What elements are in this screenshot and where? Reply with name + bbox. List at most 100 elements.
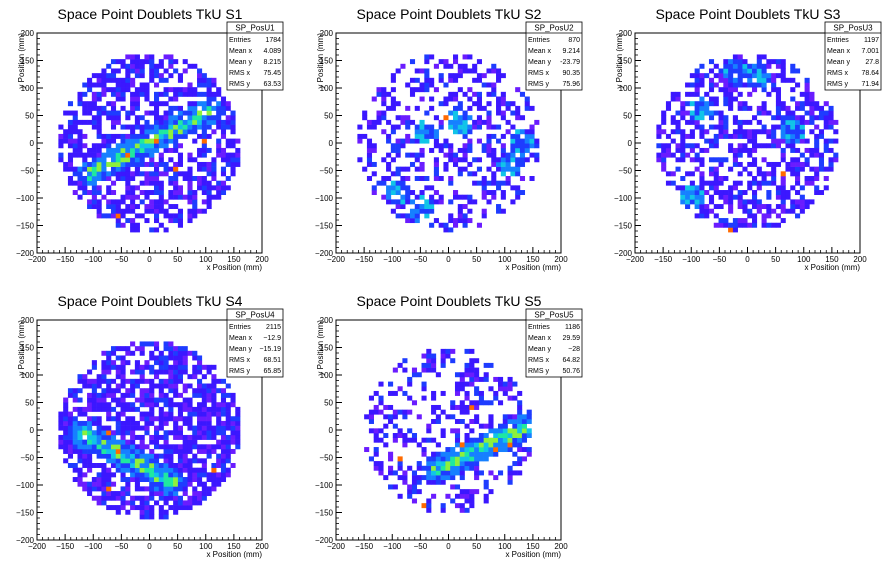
- histogram-bin: [120, 448, 126, 454]
- histogram-bin: [120, 458, 126, 464]
- histogram-bin: [699, 101, 705, 107]
- histogram-bin: [182, 171, 188, 177]
- histogram-bin: [395, 185, 401, 191]
- histogram-bin: [91, 194, 97, 200]
- histogram-bin: [756, 119, 762, 125]
- histogram-bin: [431, 437, 437, 443]
- histogram-bin: [187, 190, 193, 195]
- histogram-bin: [144, 458, 150, 464]
- histogram-bin: [101, 110, 107, 116]
- stats-label: RMS y: [528, 81, 550, 88]
- histogram-bin: [469, 400, 475, 406]
- histogram-bin: [216, 101, 222, 107]
- histogram-bin: [120, 463, 126, 468]
- histogram-bin: [411, 484, 418, 490]
- histogram-bin: [534, 138, 540, 144]
- histogram-bin: [433, 138, 439, 144]
- histogram-bin: [173, 87, 179, 93]
- histogram-bin: [225, 439, 231, 445]
- histogram-bin: [481, 147, 487, 153]
- histogram-bin: [154, 63, 160, 69]
- histogram-bin: [467, 105, 473, 111]
- histogram-bin: [177, 444, 183, 450]
- histogram-bin: [91, 199, 97, 205]
- histogram-bin: [507, 437, 513, 443]
- histogram-bin: [63, 411, 69, 417]
- x-tick-label: 100: [498, 255, 512, 264]
- histogram-bin: [689, 180, 695, 186]
- histogram-bin: [474, 475, 480, 481]
- histogram-bin: [491, 157, 497, 163]
- histogram-bins: [58, 54, 241, 233]
- histogram-bin: [230, 124, 236, 130]
- x-tick-label: 100: [797, 255, 811, 264]
- histogram-bin: [689, 133, 695, 139]
- histogram-bin: [177, 477, 183, 482]
- histogram-bin: [96, 133, 102, 139]
- histogram-bin: [149, 477, 155, 482]
- histogram-bin: [405, 124, 411, 130]
- histogram-bin: [110, 434, 117, 440]
- histogram-bin: [804, 87, 810, 93]
- histogram-bin: [163, 514, 169, 520]
- histogram-bin: [177, 87, 183, 93]
- histogram-bin: [453, 115, 459, 121]
- histogram-bin: [491, 152, 497, 158]
- histogram-bin: [500, 161, 506, 167]
- histogram-bin: [694, 77, 700, 83]
- histogram-bin: [694, 199, 700, 205]
- x-tick-label: 150: [227, 542, 241, 551]
- histogram-bin: [91, 96, 97, 102]
- histogram-bin: [809, 101, 815, 107]
- histogram-bin: [110, 161, 117, 167]
- histogram-bin: [216, 91, 222, 97]
- histogram-bin: [680, 143, 686, 149]
- histogram-bin: [91, 147, 97, 153]
- histogram-bin: [737, 63, 743, 69]
- histogram-bin: [168, 411, 174, 417]
- histogram-bin: [91, 434, 97, 440]
- histogram-bin: [206, 115, 212, 121]
- histogram-bin: [723, 77, 729, 83]
- stats-label: RMS y: [528, 368, 550, 375]
- histogram-bin: [766, 63, 772, 69]
- y-tick-label: −200: [16, 536, 35, 545]
- histogram-bin: [163, 227, 169, 233]
- histogram-bin: [206, 411, 212, 417]
- stats-label: Entries: [229, 324, 251, 331]
- histogram-bin: [120, 453, 126, 459]
- histogram-bin: [378, 428, 384, 434]
- histogram-bin: [438, 176, 444, 181]
- histogram-bin: [411, 437, 418, 443]
- histogram-bin: [371, 124, 377, 130]
- histogram-bin: [752, 129, 758, 135]
- histogram-bin: [96, 439, 102, 445]
- histogram-bin: [515, 129, 521, 135]
- histogram-bin: [168, 355, 174, 361]
- histogram-bin: [440, 507, 446, 513]
- histogram-bin: [431, 475, 437, 481]
- histogram-bin: [101, 491, 107, 497]
- histogram-bin: [96, 500, 102, 506]
- histogram-bin: [63, 448, 69, 454]
- histogram-bin: [440, 348, 446, 354]
- histogram-bin: [96, 96, 102, 102]
- histogram-bin: [500, 152, 506, 158]
- histogram-bin: [443, 222, 449, 228]
- histogram-bin: [130, 388, 136, 394]
- histogram-bin: [125, 77, 131, 83]
- histogram-bin: [431, 395, 437, 401]
- histogram-bin: [390, 199, 396, 205]
- histogram-bin: [91, 166, 97, 172]
- histogram-bin: [519, 190, 526, 195]
- histogram-bin: [704, 147, 710, 153]
- histogram-bin: [469, 362, 475, 368]
- histogram-bin: [211, 406, 217, 412]
- histogram-bin: [115, 458, 121, 464]
- stats-box-name: SP_PosU5: [534, 311, 574, 320]
- histogram-bin: [397, 456, 403, 462]
- histogram-bin: [780, 63, 786, 69]
- histogram-bin: [106, 369, 112, 375]
- histogram-bin: [168, 378, 174, 384]
- histogram-bin: [419, 166, 425, 172]
